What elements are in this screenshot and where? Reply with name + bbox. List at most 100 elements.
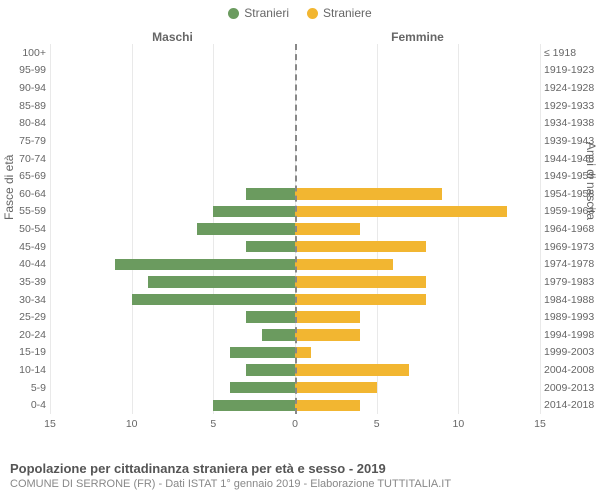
male-half [50, 115, 295, 133]
male-bar [246, 241, 295, 252]
age-label: 100+ [0, 47, 46, 59]
male-half [50, 62, 295, 80]
age-label: 45-49 [0, 241, 46, 253]
xaxis-tick: 5 [210, 418, 216, 430]
male-bar [115, 259, 295, 270]
birth-year-label: 1964-1968 [544, 223, 600, 235]
age-label: 0-4 [0, 399, 46, 411]
female-half [295, 115, 540, 133]
age-label: 50-54 [0, 223, 46, 235]
female-half [295, 150, 540, 168]
female-half [295, 238, 540, 256]
age-label: 15-19 [0, 346, 46, 358]
female-half [295, 44, 540, 62]
age-label: 55-59 [0, 205, 46, 217]
male-bar [262, 329, 295, 340]
age-label: 65-69 [0, 170, 46, 182]
female-bar [295, 188, 442, 199]
male-half [50, 167, 295, 185]
age-label: 85-89 [0, 100, 46, 112]
age-label: 95-99 [0, 64, 46, 76]
male-half [50, 344, 295, 362]
female-bar [295, 311, 360, 322]
female-half [295, 97, 540, 115]
age-label: 80-84 [0, 117, 46, 129]
legend-item-female: Straniere [307, 6, 372, 20]
female-half [295, 220, 540, 238]
male-bar [230, 347, 295, 358]
legend-item-male: Stranieri [228, 6, 289, 20]
male-half [50, 203, 295, 221]
male-bar [246, 364, 295, 375]
female-half [295, 62, 540, 80]
age-label: 10-14 [0, 364, 46, 376]
birth-year-label: 1939-1943 [544, 135, 600, 147]
male-half [50, 185, 295, 203]
header-male: Maschi [50, 30, 295, 44]
female-half [295, 203, 540, 221]
age-label: 30-34 [0, 294, 46, 306]
age-label: 40-44 [0, 258, 46, 270]
population-pyramid: Maschi Femmine 100+≤ 191895-991919-19239… [50, 30, 540, 430]
xaxis-tick: 5 [374, 418, 380, 430]
female-bar [295, 241, 426, 252]
age-label: 60-64 [0, 188, 46, 200]
female-half [295, 379, 540, 397]
birth-year-label: 1989-1993 [544, 311, 600, 323]
age-label: 20-24 [0, 329, 46, 341]
female-bar [295, 276, 426, 287]
birth-year-label: 1969-1973 [544, 241, 600, 253]
age-label: 35-39 [0, 276, 46, 288]
female-half [295, 185, 540, 203]
female-bar [295, 364, 409, 375]
xaxis-tick: 0 [292, 418, 298, 430]
column-headers: Maschi Femmine [50, 30, 540, 44]
male-bar [246, 311, 295, 322]
xaxis-tick: 15 [534, 418, 546, 430]
chart-subtitle: COMUNE DI SERRONE (FR) - Dati ISTAT 1° g… [10, 478, 590, 490]
female-half [295, 326, 540, 344]
male-half [50, 361, 295, 379]
male-half [50, 379, 295, 397]
xaxis-tick: 10 [126, 418, 138, 430]
female-bar [295, 206, 507, 217]
birth-year-label: 1924-1928 [544, 82, 600, 94]
female-half [295, 308, 540, 326]
female-half [295, 361, 540, 379]
male-half [50, 150, 295, 168]
female-half [295, 273, 540, 291]
male-half [50, 132, 295, 150]
legend-label-female: Straniere [323, 6, 372, 20]
legend-label-male: Stranieri [244, 6, 289, 20]
male-bar [148, 276, 295, 287]
birth-year-label: 1919-1923 [544, 64, 600, 76]
birth-year-label: 1994-1998 [544, 329, 600, 341]
birth-year-label: 1949-1953 [544, 170, 600, 182]
male-half [50, 273, 295, 291]
female-bar [295, 223, 360, 234]
male-bar [246, 188, 295, 199]
male-half [50, 256, 295, 274]
female-half [295, 79, 540, 97]
age-label: 25-29 [0, 311, 46, 323]
birth-year-label: 1944-1948 [544, 153, 600, 165]
female-half [295, 132, 540, 150]
chart-title: Popolazione per cittadinanza straniera p… [10, 461, 590, 476]
age-label: 75-79 [0, 135, 46, 147]
male-bar [197, 223, 295, 234]
legend-swatch-male [228, 8, 239, 19]
female-bar [295, 259, 393, 270]
female-half [295, 344, 540, 362]
birth-year-label: 1954-1958 [544, 188, 600, 200]
xaxis-tick: 10 [452, 418, 464, 430]
birth-year-label: 1934-1938 [544, 117, 600, 129]
male-half [50, 326, 295, 344]
center-line [295, 44, 297, 414]
birth-year-label: 1999-2003 [544, 346, 600, 358]
birth-year-label: 2009-2013 [544, 382, 600, 394]
female-bar [295, 294, 426, 305]
xaxis: 15105051015 [50, 399, 540, 414]
age-label: 90-94 [0, 82, 46, 94]
plot-area: 100+≤ 191895-991919-192390-941924-192885… [50, 44, 540, 414]
male-half [50, 44, 295, 62]
